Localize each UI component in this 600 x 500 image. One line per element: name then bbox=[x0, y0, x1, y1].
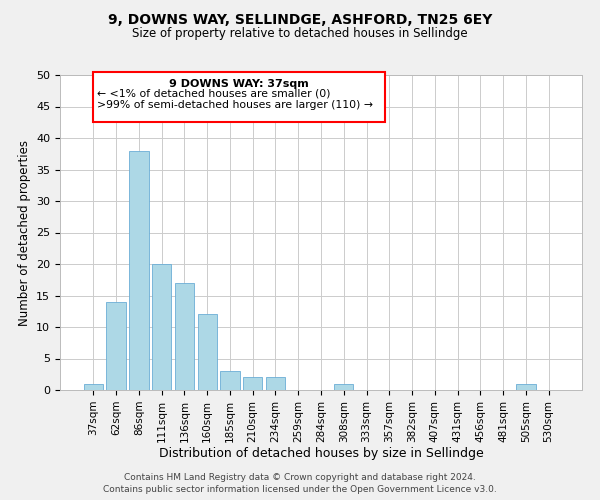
Bar bbox=[243, 378, 262, 390]
Text: 9, DOWNS WAY, SELLINDGE, ASHFORD, TN25 6EY: 9, DOWNS WAY, SELLINDGE, ASHFORD, TN25 6… bbox=[108, 12, 492, 26]
Text: 9 DOWNS WAY: 37sqm: 9 DOWNS WAY: 37sqm bbox=[169, 80, 309, 90]
Text: Contains public sector information licensed under the Open Government Licence v3: Contains public sector information licen… bbox=[103, 485, 497, 494]
Text: ← <1% of detached houses are smaller (0): ← <1% of detached houses are smaller (0) bbox=[97, 89, 331, 99]
Text: Size of property relative to detached houses in Sellindge: Size of property relative to detached ho… bbox=[132, 28, 468, 40]
X-axis label: Distribution of detached houses by size in Sellindge: Distribution of detached houses by size … bbox=[158, 448, 484, 460]
Bar bbox=[220, 371, 239, 390]
Bar bbox=[334, 384, 353, 390]
Bar bbox=[106, 302, 126, 390]
Y-axis label: Number of detached properties: Number of detached properties bbox=[17, 140, 31, 326]
Text: Contains HM Land Registry data © Crown copyright and database right 2024.: Contains HM Land Registry data © Crown c… bbox=[124, 474, 476, 482]
Text: >99% of semi-detached houses are larger (110) →: >99% of semi-detached houses are larger … bbox=[97, 100, 373, 110]
Bar bbox=[84, 384, 103, 390]
Bar bbox=[516, 384, 536, 390]
Bar bbox=[94, 72, 385, 122]
Bar bbox=[175, 283, 194, 390]
Bar bbox=[266, 378, 285, 390]
Bar bbox=[152, 264, 172, 390]
Bar bbox=[197, 314, 217, 390]
Bar bbox=[129, 150, 149, 390]
